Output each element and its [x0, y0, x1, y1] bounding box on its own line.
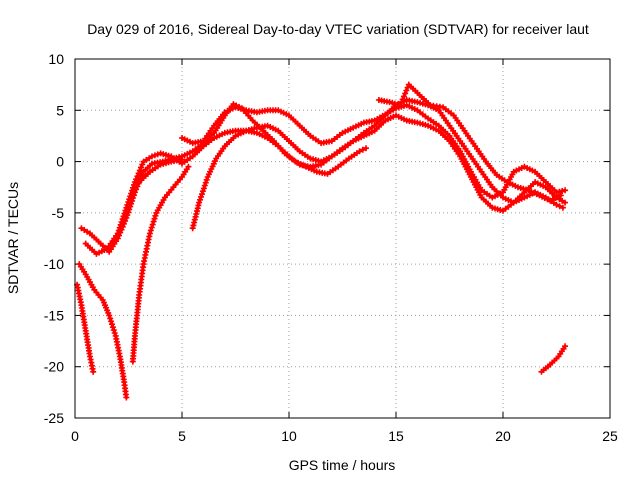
x-tick-label: 0 [71, 428, 79, 444]
data-point [90, 368, 97, 375]
data-point [130, 184, 136, 191]
data-point [107, 315, 114, 322]
data-point [108, 318, 115, 325]
data-point [200, 185, 207, 192]
data-point [150, 218, 157, 225]
data-point [559, 204, 566, 211]
y-tick-label: 0 [56, 154, 64, 170]
data-point [114, 230, 121, 237]
data-point [123, 394, 130, 401]
axis-ticks [74, 58, 611, 419]
data-point [151, 215, 158, 222]
data-point [562, 343, 569, 350]
data-point [146, 230, 153, 237]
data-series [74, 81, 569, 401]
series-arc-2 [82, 97, 569, 257]
x-tick-label: 15 [388, 428, 404, 444]
data-point [109, 321, 115, 328]
series-line [84, 98, 567, 256]
data-point [553, 201, 560, 208]
data-point [116, 224, 123, 231]
y-tick-label: -10 [44, 256, 64, 272]
chart-title: Day 029 of 2016, Sidereal Day-to-day VTE… [87, 21, 589, 37]
data-point [197, 196, 204, 203]
data-point [126, 196, 133, 203]
grid-lines [75, 59, 610, 418]
data-point [356, 148, 363, 155]
data-point [152, 212, 159, 219]
series-arc-6 [136, 156, 185, 186]
x-tick-label: 20 [495, 428, 511, 444]
plot-frame [74, 58, 611, 419]
data-point [149, 153, 155, 160]
data-point [199, 191, 205, 198]
data-point [185, 163, 192, 170]
y-tick-label: -15 [44, 307, 64, 323]
series-arc-4 [189, 112, 566, 232]
data-point [147, 227, 154, 234]
x-tick-label: 5 [178, 428, 186, 444]
y-tick-label: -5 [52, 205, 65, 221]
data-point [110, 327, 117, 334]
x-tick-label: 10 [281, 428, 297, 444]
data-point [106, 312, 113, 319]
series-arc-5 [375, 81, 564, 204]
series-arc-10 [538, 343, 569, 375]
data-point [562, 199, 569, 206]
data-point [562, 187, 569, 194]
data-point [399, 96, 406, 103]
data-point [363, 145, 370, 152]
data-point [154, 151, 161, 158]
y-tick-labels: -25 -20 -15 -10 -5 0 5 10 [44, 51, 64, 426]
series-arc-8 [74, 281, 97, 375]
data-point [128, 190, 135, 197]
y-axis-label: SDTVAR / TECUs [5, 182, 21, 294]
data-point [111, 330, 118, 336]
series-arc-7 [76, 261, 130, 401]
x-axis-label: GPS time / hours [289, 457, 396, 473]
data-point [124, 201, 131, 208]
x-tick-label: 25 [602, 428, 618, 444]
data-point [148, 224, 155, 231]
y-tick-label: -20 [44, 359, 64, 375]
y-tick-label: -25 [44, 410, 64, 426]
data-point [402, 90, 409, 97]
data-point [557, 192, 564, 199]
series-arc-1 [78, 101, 370, 255]
data-point [122, 207, 129, 214]
series-arc-9 [129, 163, 192, 365]
data-point [109, 324, 116, 331]
data-point [179, 156, 185, 163]
y-tick-label: 10 [48, 51, 64, 67]
data-point [556, 203, 563, 210]
x-tick-labels: 0 5 10 15 20 25 [71, 428, 618, 444]
data-point [202, 179, 209, 186]
data-point [359, 146, 366, 153]
data-point [118, 219, 125, 225]
data-point [149, 221, 156, 228]
y-tick-label: 5 [56, 102, 64, 118]
data-point [120, 213, 127, 220]
data-point [404, 84, 411, 91]
